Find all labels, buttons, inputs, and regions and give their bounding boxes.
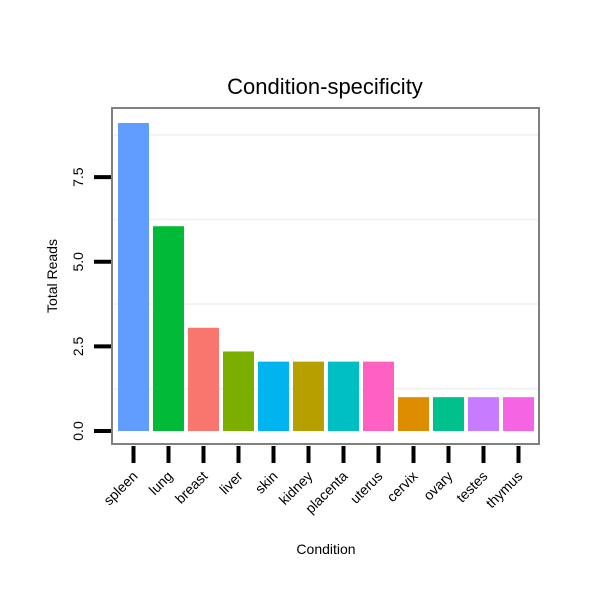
bar-uterus (363, 361, 394, 431)
bar-liver (223, 351, 254, 431)
bar-thymus (503, 397, 534, 431)
bar-testes (468, 397, 499, 431)
x-tick-label-breast: breast (172, 468, 211, 507)
x-axis-title: Condition (296, 541, 355, 557)
plot-frame (111, 107, 540, 445)
x-tick-label-uterus: uterus (347, 468, 386, 507)
x-tick-label-skin: skin (252, 468, 281, 497)
y-tick-label: 0.0 (70, 421, 86, 441)
bar-cervix (398, 397, 429, 431)
y-tick-label: 5.0 (70, 252, 86, 272)
x-tick-label-cervix: cervix (383, 468, 420, 505)
bar-spleen (118, 123, 149, 431)
y-axis-title: Total Reads (44, 239, 60, 313)
bar-skin (258, 361, 289, 431)
bar-ovary (433, 397, 464, 431)
y-axis: 0.0 2.5 5.0 7.5 (70, 167, 111, 441)
bar-kidney (293, 361, 324, 431)
bar-lung (153, 226, 184, 431)
x-tick-label-thymus: thymus (482, 468, 525, 511)
chart-title: Condition-specificity (227, 74, 423, 99)
bars (118, 123, 534, 431)
bar-placenta (328, 361, 359, 431)
x-tick-label-ovary: ovary (420, 468, 456, 504)
x-tick-label-liver: liver (216, 468, 246, 498)
x-tick-label-spleen: spleen (100, 468, 140, 508)
bar-breast (188, 327, 219, 431)
y-tick-label: 2.5 (70, 336, 86, 356)
y-tick-label: 7.5 (70, 167, 86, 187)
x-tick-label-lung: lung (146, 468, 176, 498)
